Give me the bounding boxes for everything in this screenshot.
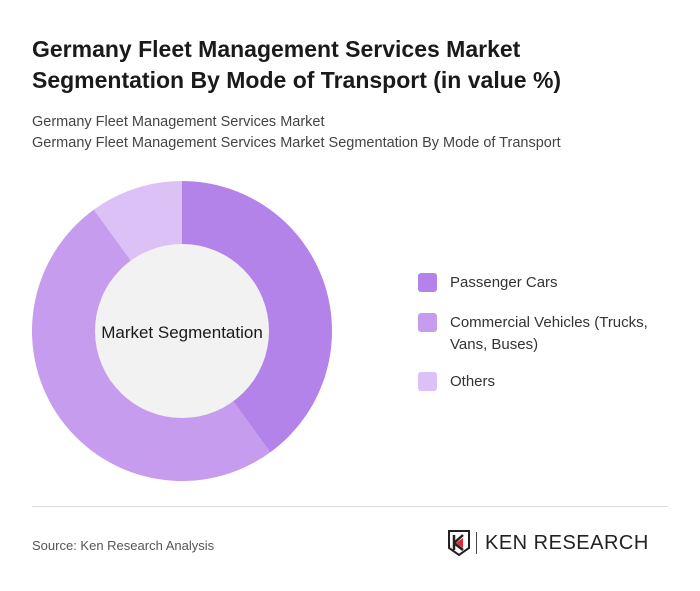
legend-item-others: Others — [418, 371, 678, 393]
legend-label: Passenger Cars — [450, 274, 558, 291]
legend-label: Commercial Vehicles (Trucks, Vans, Buses… — [450, 314, 648, 353]
divider — [32, 506, 668, 507]
center-label: Market Segmentation — [101, 323, 263, 342]
logo-divider — [476, 532, 477, 554]
legend-swatch — [418, 372, 437, 391]
legend-item-passenger-cars: Passenger Cars — [418, 272, 678, 294]
legend-swatch — [418, 313, 437, 332]
legend-item-commercial-vehicles: Commercial Vehicles (Trucks, Vans, Buses… — [418, 312, 678, 356]
logo-text: KEN RESEARCH — [485, 531, 649, 554]
subtitle-2: Germany Fleet Management Services Market… — [32, 135, 561, 151]
ken-research-logo: KEN RESEARCH — [448, 530, 649, 556]
ken-shield-icon — [448, 530, 470, 556]
legend-label: Others — [450, 373, 496, 390]
source-note: Source: Ken Research Analysis — [32, 538, 215, 553]
donut-hole — [95, 244, 269, 418]
legend-swatch — [418, 273, 437, 292]
subtitle-1: Germany Fleet Management Services Market — [32, 114, 325, 130]
chart-title: Germany Fleet Management Services Market… — [32, 36, 562, 93]
